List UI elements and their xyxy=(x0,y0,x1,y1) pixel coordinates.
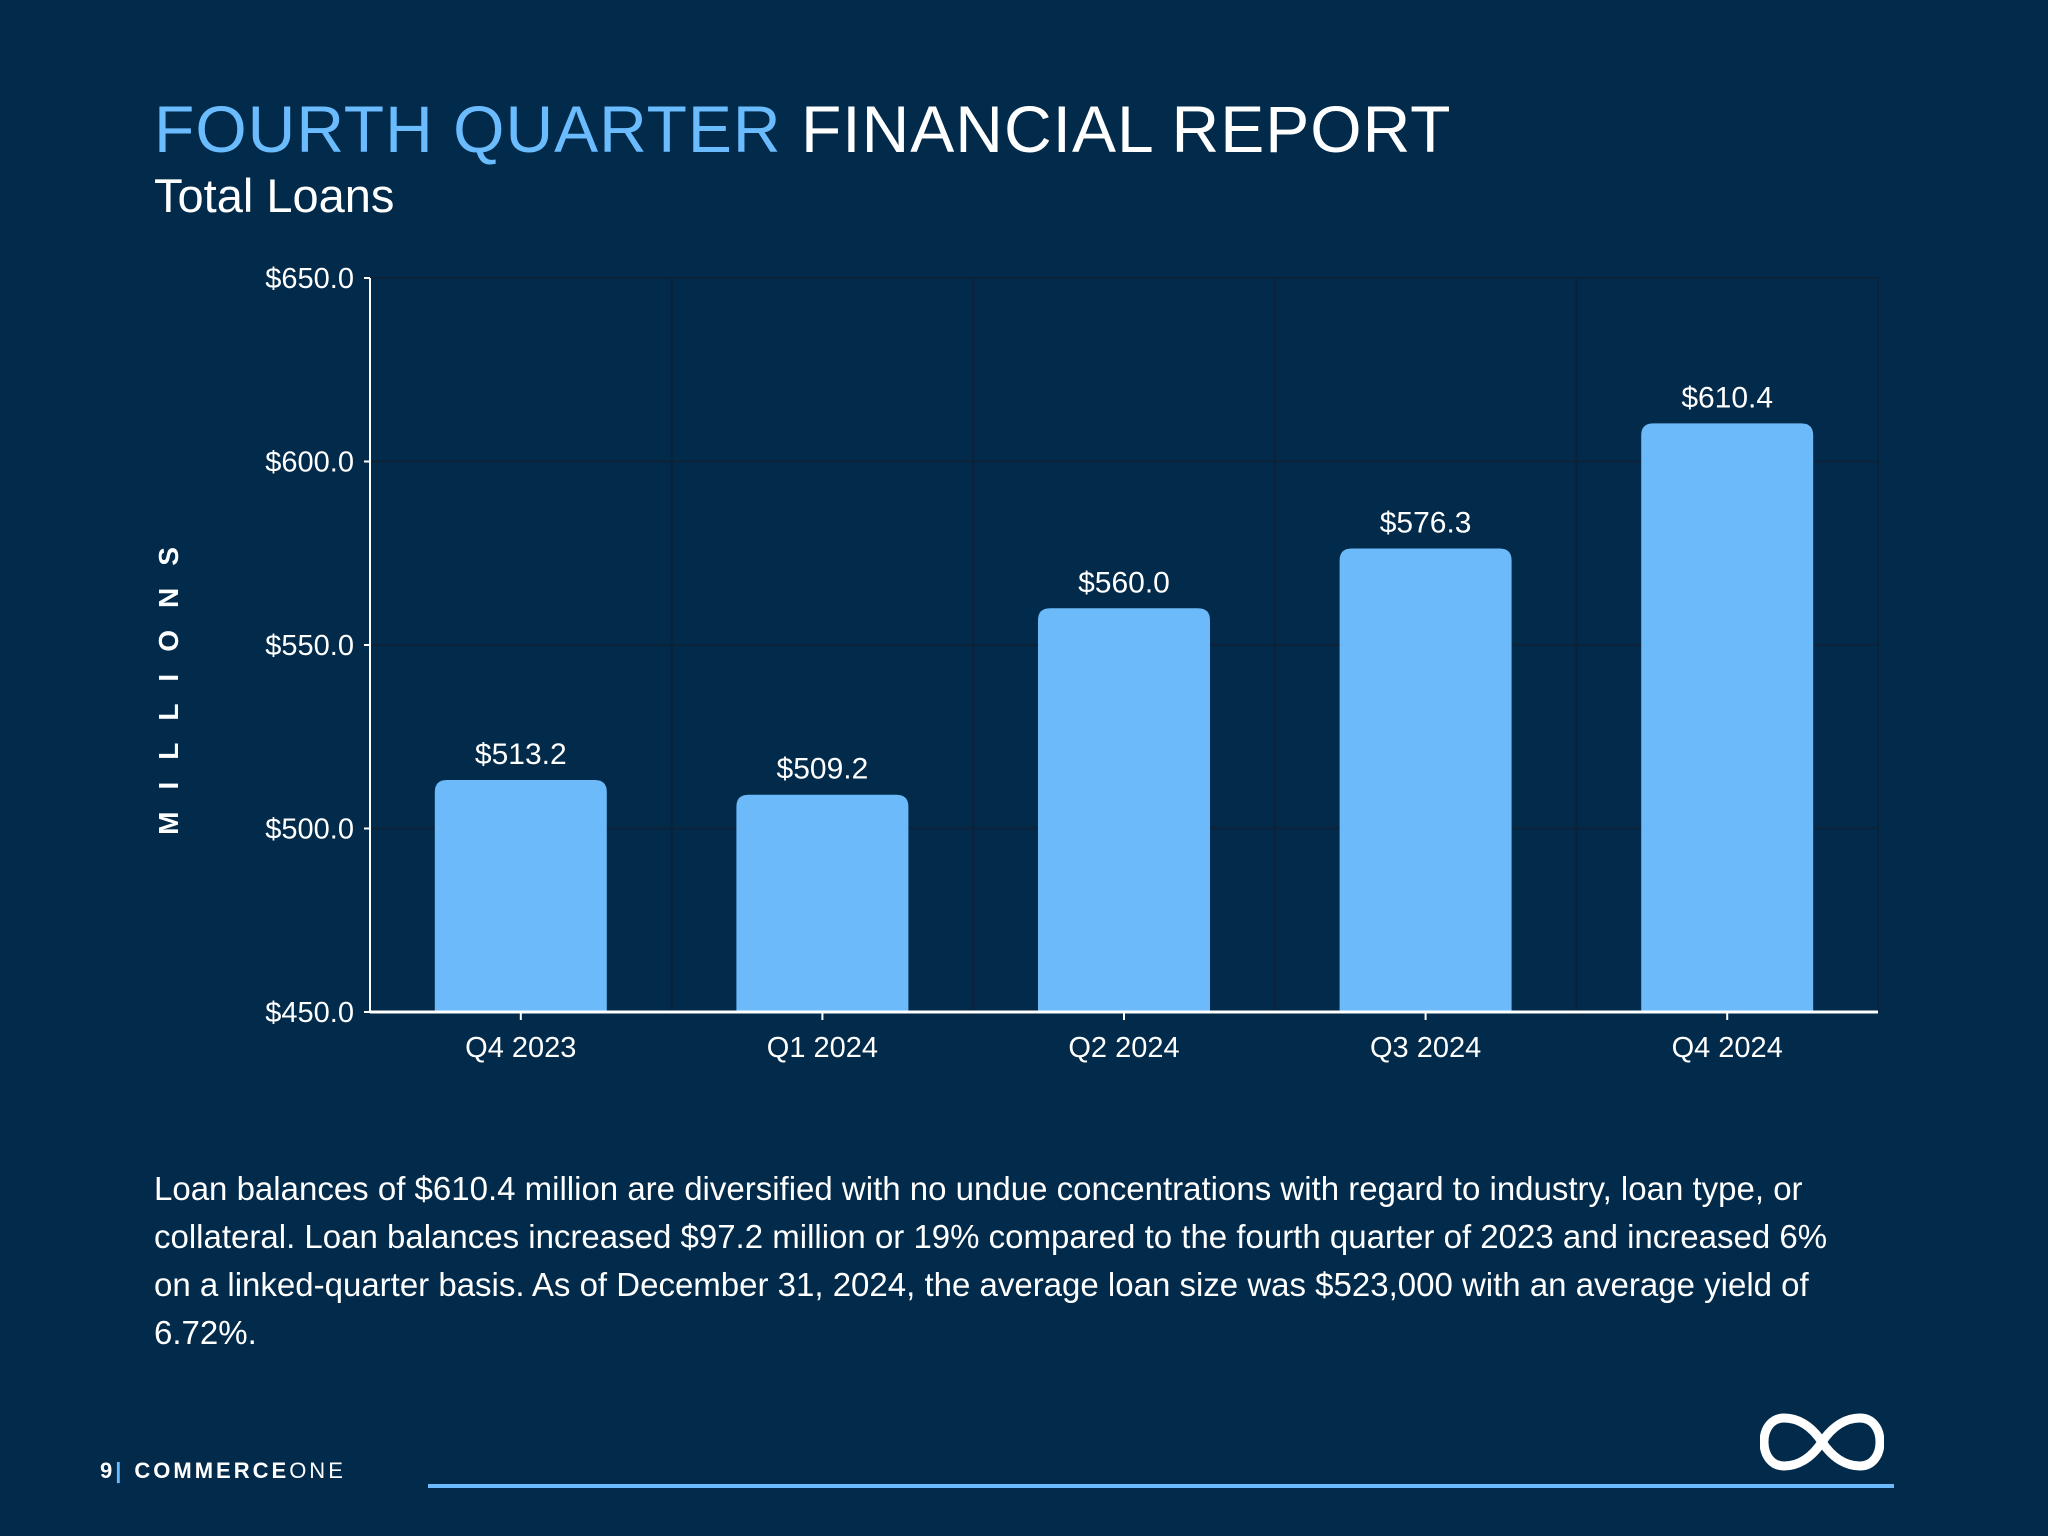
title-accent: FOURTH QUARTER xyxy=(154,92,782,166)
footer-page-info: 9| COMMERCEONE xyxy=(100,1458,346,1484)
bar-q4-2024 xyxy=(1641,423,1814,1012)
page-title: FOURTH QUARTER FINANCIAL REPORT xyxy=(154,96,1451,162)
bar-data-label: $513.2 xyxy=(475,738,567,771)
brand-name-bold: COMMERCE xyxy=(134,1458,290,1483)
brand-name-light: ONE xyxy=(289,1458,346,1483)
x-tick-label: Q4 2023 xyxy=(465,1032,576,1064)
infinity-icon xyxy=(1760,1413,1884,1471)
bar-q2-2024 xyxy=(1038,608,1210,1012)
bar-data-label: $610.4 xyxy=(1681,381,1773,414)
y-tick-label: $650.0 xyxy=(265,263,354,295)
title-rest: FINANCIAL REPORT xyxy=(800,92,1452,166)
footer-separator: | xyxy=(115,1458,125,1483)
x-tick-label: Q2 2024 xyxy=(1068,1032,1179,1064)
description-text: Loan balances of $610.4 million are dive… xyxy=(154,1170,1828,1351)
x-tick-label: Q3 2024 xyxy=(1370,1032,1481,1064)
bar-chart: $450.0 $500.0 $550.0 $600.0 $650.0 $513.2 Q4 2… xyxy=(265,263,1879,1064)
footer-divider-line xyxy=(428,1484,1894,1488)
bar-q1-2024 xyxy=(736,794,909,1012)
y-tick-label: $500.0 xyxy=(265,814,354,846)
y-tick-label: $550.0 xyxy=(265,630,354,662)
bar-q3-2024 xyxy=(1339,548,1512,1012)
y-tick-label: $450.0 xyxy=(265,997,354,1029)
y-tick-label: $600.0 xyxy=(265,447,354,479)
x-tick-label: Q4 2024 xyxy=(1672,1032,1783,1064)
bar-q4-2023 xyxy=(434,780,607,1012)
page-number: 9 xyxy=(100,1458,116,1483)
bar-data-label: $509.2 xyxy=(777,753,869,786)
page-subtitle: Total Loans xyxy=(154,169,395,222)
bar-data-label: $560.0 xyxy=(1078,566,1170,599)
bar-data-label: $576.3 xyxy=(1380,506,1472,539)
x-tick-label: Q1 2024 xyxy=(767,1032,878,1064)
